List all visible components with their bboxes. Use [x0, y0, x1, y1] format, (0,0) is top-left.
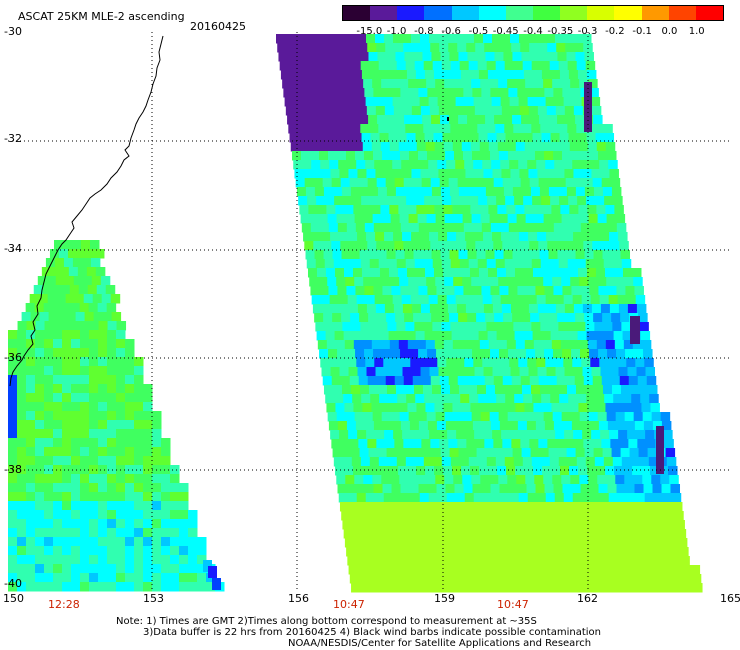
lon-label-156: 156	[288, 592, 309, 605]
color-scale-bar	[342, 5, 724, 21]
color-scale-label: -0.45	[492, 26, 519, 37]
color-scale-label: -0.3	[577, 26, 598, 37]
color-scale-swatch	[343, 6, 371, 20]
color-scale-swatch	[370, 6, 398, 20]
color-scale-label: 1.0	[688, 26, 705, 37]
lon-label-150: 150	[3, 592, 24, 605]
lat-label-36: -36	[4, 351, 22, 364]
color-scale-swatch	[397, 6, 425, 20]
pass-time-3: 10:47	[497, 598, 529, 611]
color-scale-swatch	[451, 6, 479, 20]
lat-label-32: -32	[4, 132, 22, 145]
product-date: 20160425	[190, 20, 246, 33]
color-scale-label: -1.0	[386, 26, 407, 37]
color-scale-swatch	[532, 6, 561, 20]
color-scale-swatch	[668, 6, 696, 20]
color-scale-swatch	[478, 6, 506, 20]
scatterometer-swaths	[8, 34, 703, 593]
color-scale-label: -0.2	[605, 26, 625, 37]
color-scale-swatch	[641, 6, 669, 20]
contamination-barb	[447, 117, 449, 121]
color-scale-label: -0.6	[441, 26, 461, 37]
color-scale-label: 0.0	[661, 26, 678, 37]
color-scale-swatch	[424, 6, 452, 20]
color-scale-swatch	[560, 6, 588, 20]
footer-note-1: Note: 1) Times are GMT 2)Times along bot…	[116, 616, 537, 627]
product-title: ASCAT 25KM MLE-2 ascending	[18, 10, 185, 23]
pass-time-2: 10:47	[333, 598, 365, 611]
color-scale-swatch	[695, 6, 723, 20]
lat-label-38: -38	[4, 463, 22, 476]
color-scale-label: -0.4	[523, 26, 543, 37]
color-scale-label: -0.8	[414, 26, 434, 37]
color-scale-swatch	[505, 6, 533, 20]
color-scale-label: -0.1	[632, 26, 652, 37]
lon-label-159: 159	[434, 592, 455, 605]
coastline	[9, 35, 164, 387]
color-scale-swatch	[614, 6, 642, 20]
color-scale-swatch	[587, 6, 615, 20]
footer-credit: NOAA/NESDIS/Center for Satellite Applica…	[288, 638, 592, 649]
color-scale-label: -0.35	[547, 26, 574, 37]
lat-label-30: -30	[4, 25, 22, 38]
pass-time-1: 12:28	[48, 598, 80, 611]
color-scale-label: -15.0	[356, 26, 383, 37]
color-scale-label: -0.5	[468, 26, 489, 37]
lat-label-34: -34	[4, 242, 22, 255]
footer-note-2: 3)Data buffer is 22 hrs from 20160425 4)…	[143, 627, 601, 638]
lat-label-40: -40	[4, 577, 22, 590]
lon-label-165: 165	[720, 592, 740, 605]
lat-lon-gridlines	[8, 32, 732, 590]
lon-label-162: 162	[577, 592, 598, 605]
lon-label-153: 153	[143, 592, 164, 605]
